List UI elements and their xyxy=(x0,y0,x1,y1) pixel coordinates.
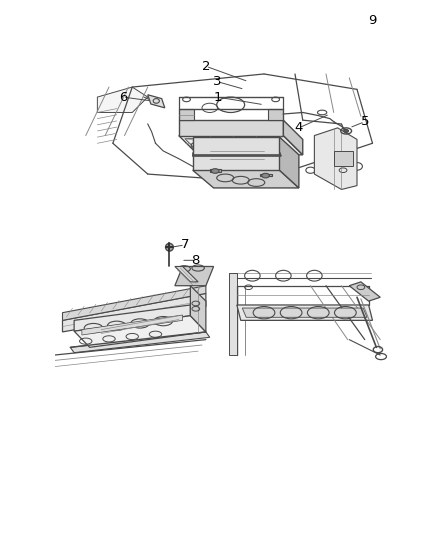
Polygon shape xyxy=(185,139,297,157)
Polygon shape xyxy=(70,332,210,353)
Polygon shape xyxy=(279,137,299,188)
Polygon shape xyxy=(175,266,198,282)
Ellipse shape xyxy=(261,173,269,178)
Text: 2: 2 xyxy=(201,60,210,73)
Polygon shape xyxy=(97,87,148,112)
Text: 9: 9 xyxy=(368,13,377,27)
Text: 5: 5 xyxy=(360,115,369,128)
Polygon shape xyxy=(74,316,206,348)
Text: 6: 6 xyxy=(119,91,127,103)
Polygon shape xyxy=(314,128,357,189)
Polygon shape xyxy=(63,294,206,332)
Polygon shape xyxy=(175,266,214,286)
Polygon shape xyxy=(334,151,353,166)
Polygon shape xyxy=(74,305,191,331)
Polygon shape xyxy=(237,305,372,320)
Ellipse shape xyxy=(211,168,219,173)
Polygon shape xyxy=(63,286,206,320)
Ellipse shape xyxy=(166,244,173,251)
Polygon shape xyxy=(191,286,206,332)
Polygon shape xyxy=(229,273,237,355)
Polygon shape xyxy=(193,137,279,170)
Polygon shape xyxy=(268,109,283,120)
Polygon shape xyxy=(179,120,283,135)
Text: 3: 3 xyxy=(213,75,222,88)
Text: 8: 8 xyxy=(191,254,200,267)
Polygon shape xyxy=(179,109,194,120)
Polygon shape xyxy=(210,169,221,172)
Polygon shape xyxy=(179,135,303,155)
Polygon shape xyxy=(82,315,183,335)
Polygon shape xyxy=(349,282,380,301)
Polygon shape xyxy=(148,95,165,108)
Polygon shape xyxy=(260,174,272,176)
Text: 7: 7 xyxy=(181,238,189,252)
Polygon shape xyxy=(283,120,303,155)
Ellipse shape xyxy=(344,130,349,133)
Polygon shape xyxy=(242,308,367,317)
Text: 1: 1 xyxy=(213,91,222,103)
Text: 4: 4 xyxy=(295,122,303,134)
Polygon shape xyxy=(193,170,299,188)
